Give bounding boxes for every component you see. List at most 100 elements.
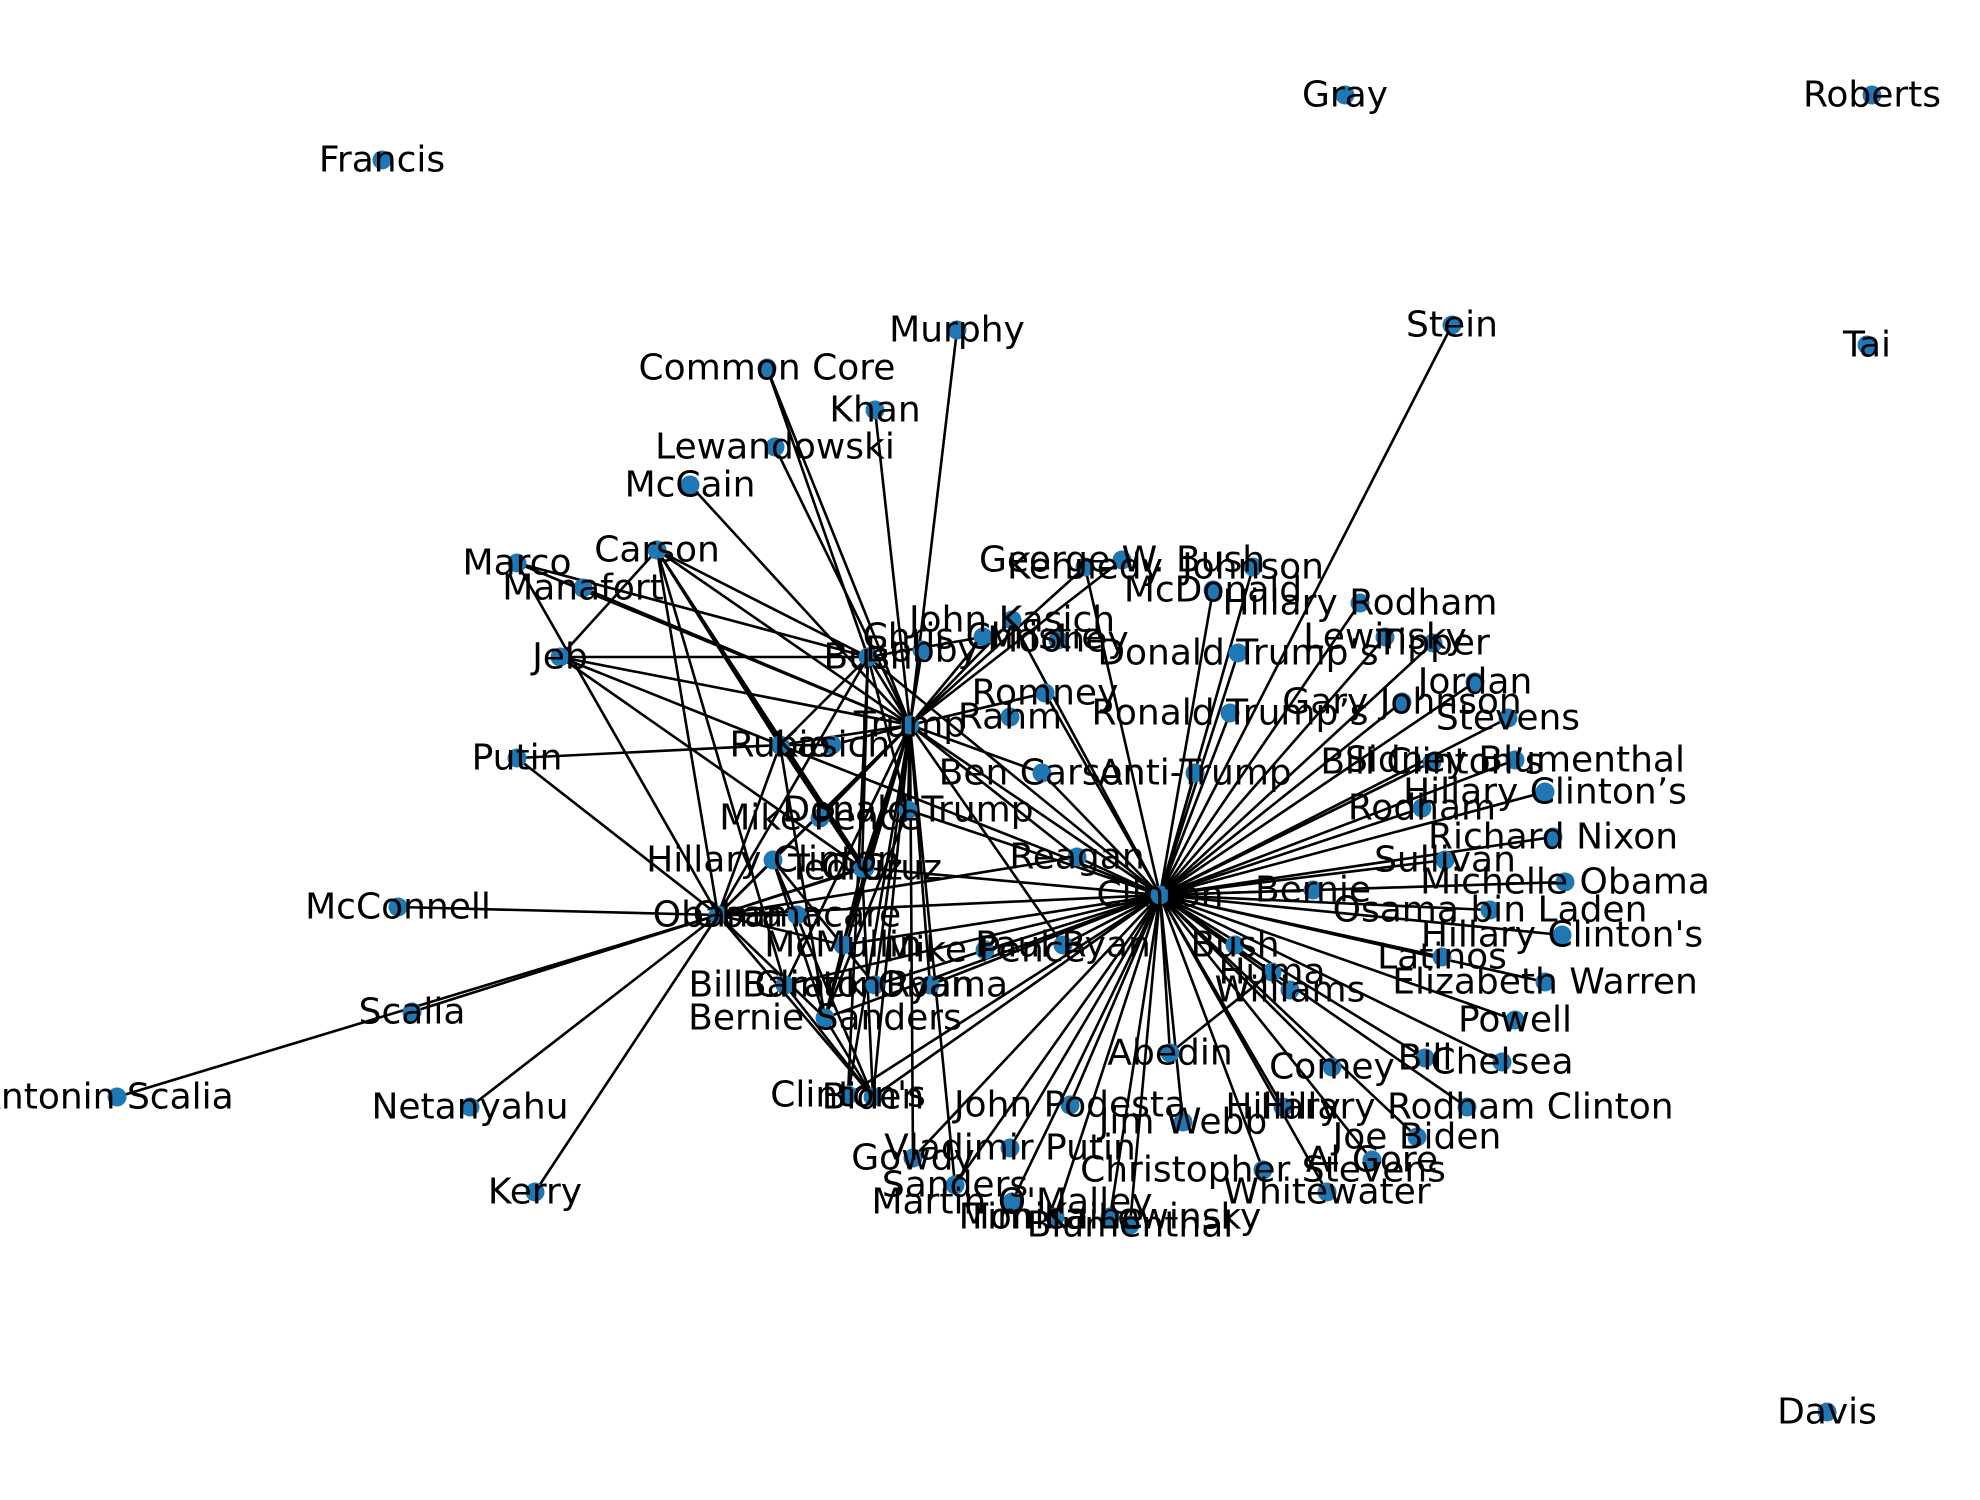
node-label: Comey: [1269, 1047, 1395, 1088]
edge: [779, 656, 869, 746]
node-label: Cruz: [821, 848, 903, 889]
edge: [908, 329, 959, 726]
node-label: Roberts: [1803, 75, 1941, 116]
node-marker: [1228, 643, 1248, 663]
edge: [1159, 680, 1476, 897]
node-label: Bernie Sanders: [688, 998, 962, 1039]
node-label: McConnell: [305, 887, 491, 928]
edge: [1159, 894, 1418, 1138]
edge: [717, 855, 1078, 917]
edge: [823, 1017, 875, 1098]
edge: [516, 743, 781, 760]
node-marker: [858, 647, 878, 667]
node-marker: [708, 905, 728, 925]
node-label: Mike Pence: [884, 930, 1086, 971]
node-label: Bill: [1398, 1038, 1453, 1079]
edge: [1159, 893, 1468, 1109]
node-marker: [900, 715, 920, 735]
label-layer: Clinton Trump Obama Bush Rubio Cruz Carson Kasi…: [0, 75, 1941, 1433]
edge: [908, 724, 1065, 946]
node-label: Tim Kaine: [965, 1197, 1143, 1238]
edge: [1159, 893, 1546, 984]
edge: [842, 893, 1161, 947]
edge: [874, 893, 1161, 987]
edge: [516, 561, 869, 659]
node-layer: [107, 85, 1882, 1422]
node-marker: [1053, 935, 1073, 955]
node-label: Donald Trump: [782, 790, 1033, 831]
edge: [1108, 894, 1162, 1218]
edge: [655, 549, 867, 869]
node-marker: [757, 358, 777, 378]
node-marker: [775, 975, 795, 995]
node-marker: [1412, 798, 1432, 818]
node-label: Bush: [823, 637, 912, 678]
edge: [823, 809, 910, 1019]
edge: [1076, 855, 1161, 897]
node-marker: [680, 475, 700, 495]
edge: [1158, 894, 1374, 1161]
node-marker: [763, 850, 783, 870]
node-label: Sanders: [882, 1165, 1028, 1206]
node-marker: [1203, 580, 1223, 600]
node-label: Chris Christie: [863, 617, 1104, 658]
edge: [771, 859, 877, 986]
node-marker: [1150, 885, 1170, 905]
node-marker: [573, 578, 593, 598]
node-marker: [810, 808, 830, 828]
node-marker: [1498, 708, 1518, 728]
edge: [1010, 894, 1162, 1203]
node-marker: [1442, 315, 1462, 335]
edge: [873, 724, 912, 986]
edge: [866, 656, 910, 811]
node-label: Obamacare: [693, 895, 901, 936]
edge: [717, 914, 826, 1019]
node-marker: [372, 150, 392, 170]
edge: [1041, 772, 1161, 896]
edge: [1159, 636, 1386, 896]
node-label: Bush: [1190, 925, 1279, 966]
node-marker: [822, 735, 842, 755]
node-marker: [838, 1085, 858, 1105]
edge: [1159, 642, 1434, 896]
node-marker: [525, 1182, 545, 1202]
edge-layer: [116, 324, 1566, 1226]
node-marker: [865, 400, 885, 420]
node-label: Marco: [463, 543, 572, 584]
node-label: Elizabeth Warren: [1392, 962, 1698, 1003]
node-label: Scalia: [359, 992, 466, 1033]
node-label: Putin: [472, 738, 563, 779]
edge: [1158, 894, 1185, 1123]
node-label: Williams: [1215, 970, 1366, 1011]
edge: [1159, 893, 1563, 937]
node-marker: [1535, 972, 1555, 992]
edge: [1159, 893, 1426, 1060]
edge: [1159, 858, 1446, 897]
node-label: Martin O'Malley: [871, 1182, 1152, 1223]
node-marker: [765, 437, 785, 457]
edge: [909, 558, 1123, 727]
node-marker: [1185, 763, 1205, 783]
node-marker: [1407, 1127, 1427, 1147]
edge: [907, 808, 1161, 897]
node-label: Abedin: [1107, 1033, 1232, 1074]
edge: [1158, 324, 1454, 896]
node-label: Kerry: [488, 1172, 582, 1213]
node-marker: [833, 935, 853, 955]
edge: [559, 655, 911, 727]
node-label: Lewinsky: [1303, 617, 1466, 658]
node-label: Ronald Trump’s: [1091, 693, 1368, 734]
node-marker: [865, 975, 885, 995]
node-label: Whitewater: [1223, 1172, 1430, 1213]
node-label: Tipper: [1375, 623, 1490, 664]
edge: [1128, 894, 1162, 1226]
edge: [717, 866, 866, 917]
edge: [559, 655, 781, 747]
node-label: John Kasich: [907, 600, 1115, 641]
node-marker: [1857, 335, 1877, 355]
node-label: Reagan: [1009, 837, 1144, 878]
edge: [783, 984, 875, 1098]
node-label: Carson: [594, 530, 720, 571]
node-label: Osama bin Laden: [1333, 890, 1648, 931]
